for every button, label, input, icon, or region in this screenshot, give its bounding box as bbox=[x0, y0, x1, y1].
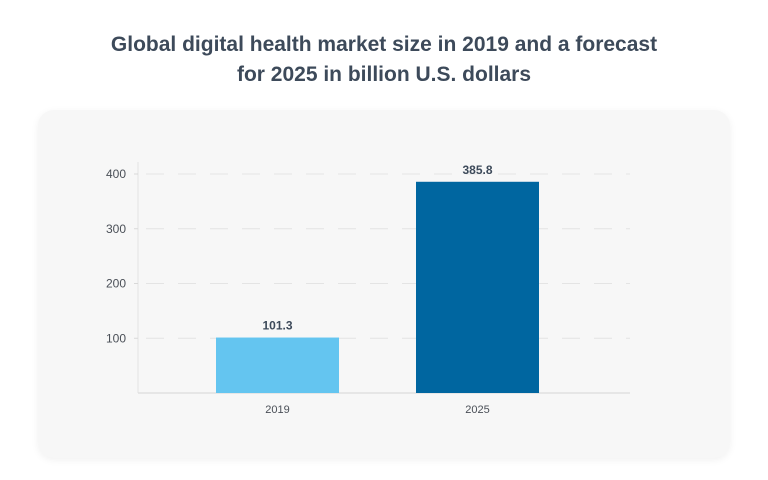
chart-title: Global digital health market size in 201… bbox=[0, 30, 768, 90]
chart-title-line-2: for 2025 in billion U.S. dollars bbox=[236, 63, 532, 86]
y-tick-label: 400 bbox=[106, 167, 126, 181]
x-tick-label: 2025 bbox=[465, 404, 489, 416]
data-label: 101.3 bbox=[262, 319, 292, 333]
x-tick-label: 2019 bbox=[265, 404, 289, 416]
y-tick-label: 100 bbox=[106, 331, 126, 345]
data-label: 385.8 bbox=[462, 163, 492, 177]
bar-2019 bbox=[216, 337, 339, 393]
y-tick-label: 200 bbox=[106, 277, 126, 291]
y-tick-label: 300 bbox=[106, 222, 126, 236]
chart-title-line-1: Global digital health market size in 201… bbox=[110, 33, 658, 56]
bar-2025 bbox=[416, 181, 539, 393]
